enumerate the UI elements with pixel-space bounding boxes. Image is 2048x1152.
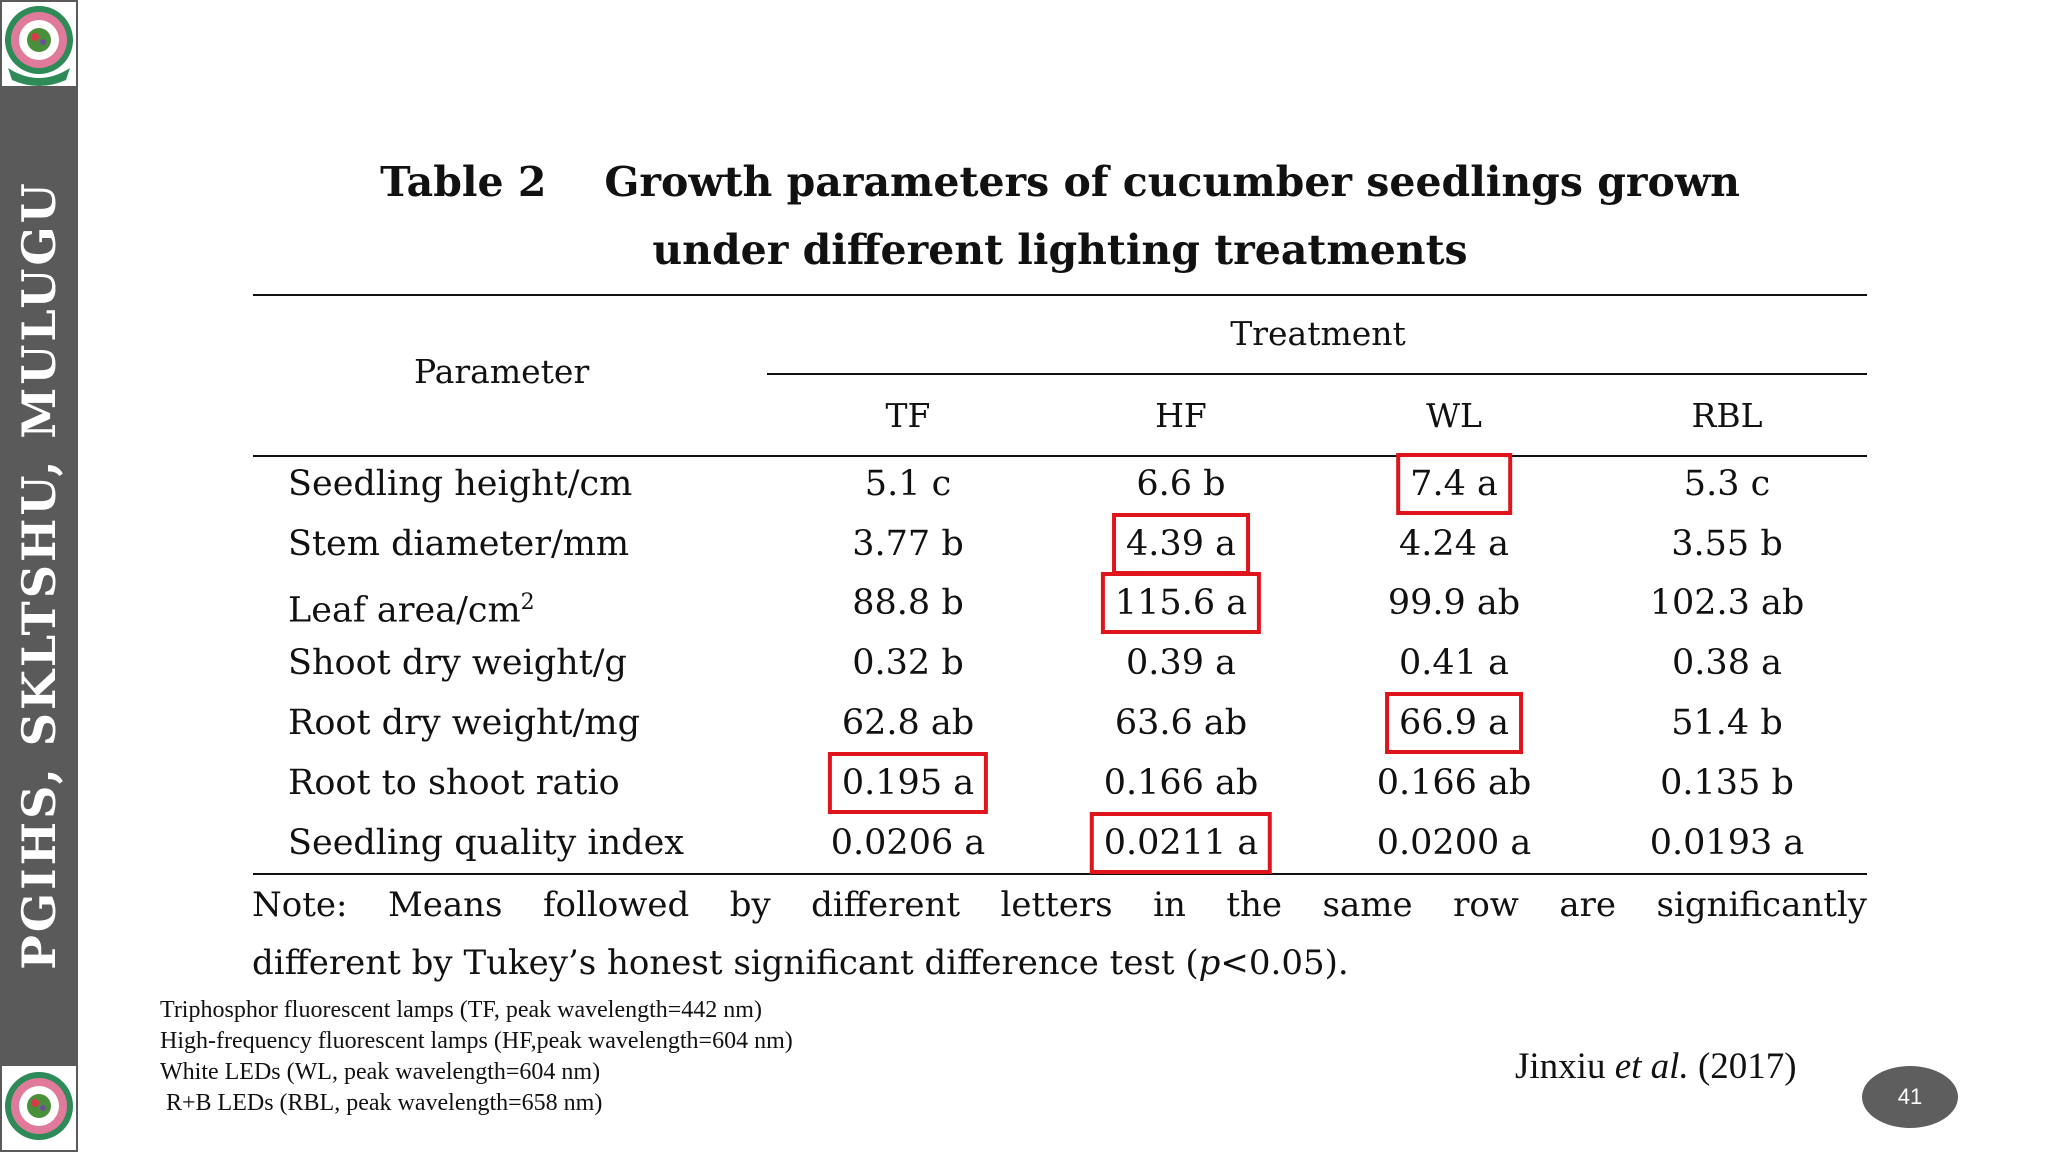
university-emblem-icon — [2, 1066, 76, 1150]
table-title-line-2: under different lighting treatments — [652, 226, 1468, 274]
row-label-text: Leaf area/cm — [288, 590, 521, 631]
table-cell: 88.8 b — [852, 583, 964, 623]
row-label: Root dry weight/mg — [288, 694, 640, 752]
highlighted-cell: 0.195 a — [827, 752, 989, 814]
citation: Jinxiu et al. (2017) — [1515, 1045, 1797, 1088]
table-cell: 0.41 a — [1399, 643, 1509, 683]
row-label-text: Shoot dry weight/g — [288, 643, 627, 683]
table-row: Root to shoot ratio 0.195 a 0.166 ab 0.166 … — [250, 752, 1870, 814]
table-cell: 0.0200 a — [1376, 823, 1532, 863]
legend-item-rbl: R+B LEDs (RBL, peak wavelength=658 nm) — [160, 1090, 603, 1116]
legend-item-tf: Triphosphor fluorescent lamps (TF, peak … — [160, 997, 762, 1023]
row-label-text: Root to shoot ratio — [288, 763, 620, 803]
note-word: letters — [1000, 885, 1113, 925]
table-cell: 0.39 a — [1126, 643, 1236, 683]
table-cell: 62.8 ab — [841, 703, 975, 743]
table-cell: 5.1 c — [864, 464, 952, 504]
legend-item-wl: White LEDs (WL, peak wavelength=604 nm) — [160, 1059, 601, 1085]
note-line-2: different by Tukey’s honest significant … — [252, 934, 1867, 992]
highlighted-cell: 7.4 a — [1396, 453, 1512, 515]
row-label: Seedling quality index — [288, 814, 684, 872]
note-word: different — [811, 885, 961, 925]
column-header-rbl: RBL — [1691, 396, 1763, 435]
note-text: different by Tukey’s honest significant … — [252, 943, 1199, 983]
note-word: row — [1453, 885, 1519, 925]
citation-author: Jinxiu — [1515, 1046, 1615, 1087]
bottom-rule — [253, 873, 1867, 875]
row-label-text: Stem diameter/mm — [288, 524, 630, 564]
row-label: Seedling height/cm — [288, 455, 632, 513]
row-label-text: Seedling quality index — [288, 823, 685, 863]
row-label-text: Root dry weight/mg — [288, 703, 640, 743]
table-row: Leaf area/cm2 88.8 b 115.6 a 99.9 ab 102.3 a… — [250, 572, 1870, 634]
note-line-1: Note: Means followed by different letters in th… — [252, 876, 1867, 934]
note-word: are — [1559, 885, 1617, 925]
note-word: followed — [542, 885, 690, 925]
table-note: Note: Means followed by different letters in th… — [252, 876, 1867, 992]
citation-etal: et al. — [1614, 1046, 1689, 1087]
note-word: in — [1153, 885, 1186, 925]
note-p-symbol: p — [1198, 943, 1221, 983]
table-cell: 102.3 ab — [1649, 583, 1805, 623]
highlighted-cell: 4.39 a — [1112, 513, 1250, 575]
table-number: Table 2 — [380, 158, 547, 206]
note-word: the — [1226, 885, 1283, 925]
table-cell: 0.38 a — [1672, 643, 1782, 683]
note-word: by — [729, 885, 771, 925]
row-label-text: Seedling height/cm — [288, 464, 633, 504]
table-row: Seedling quality index 0.0206 a 0.0211 a 0.… — [250, 812, 1870, 874]
parameter-header: Parameter — [414, 352, 590, 391]
column-header-hf: HF — [1155, 396, 1207, 435]
table-row: Root dry weight/mg 62.8 ab 63.6 ab 66.9 a 51… — [250, 692, 1870, 754]
top-rule — [253, 294, 1867, 296]
row-label: Stem diameter/mm — [288, 515, 629, 573]
note-word: same — [1322, 885, 1413, 925]
column-header-tf: TF — [885, 396, 931, 435]
table-cell: 3.55 b — [1671, 524, 1783, 564]
note-word: Means — [387, 885, 503, 925]
table-cell: 4.24 a — [1399, 524, 1509, 564]
legend-item-hf: High-frequency fluorescent lamps (HF,pea… — [160, 1028, 793, 1054]
table-cell: 0.135 b — [1660, 763, 1794, 803]
table-title: Table 2 Growth parameters of cucumber see… — [250, 148, 1870, 284]
treatment-legend: Triphosphor fluorescent lamps (TF, peak … — [160, 995, 793, 1119]
highlighted-cell: 115.6 a — [1100, 572, 1262, 634]
citation-year: (2017) — [1688, 1046, 1797, 1087]
table-cell: 0.32 b — [852, 643, 964, 683]
table-row: Shoot dry weight/g 0.32 b 0.39 a 0.41 a 0.38… — [250, 634, 1870, 692]
table-row: Seedling height/cm 5.1 c 6.6 b 7.4 a 5.3 c — [250, 453, 1870, 515]
table-cell: 6.6 b — [1136, 464, 1226, 504]
note-word: Note: — [252, 885, 348, 925]
row-label: Shoot dry weight/g — [288, 634, 627, 692]
table-cell: 0.0206 a — [830, 823, 986, 863]
table-cell: 0.166 ab — [1376, 763, 1532, 803]
treatment-header: Treatment — [1230, 314, 1406, 353]
table-cell: 0.0193 a — [1649, 823, 1805, 863]
sidebar-institution-text: PGIHS, SKLTSHU, MULUGU — [12, 180, 66, 970]
table-cell: 51.4 b — [1671, 703, 1783, 743]
note-word: significantly — [1656, 885, 1868, 925]
table-cell: 3.77 b — [852, 524, 964, 564]
table-cell: 5.3 c — [1683, 464, 1771, 504]
page-number-badge: 41 — [1862, 1066, 1958, 1128]
column-header-wl: WL — [1426, 396, 1482, 435]
table-cell: 63.6 ab — [1114, 703, 1248, 743]
row-label: Root to shoot ratio — [288, 754, 620, 812]
table-cell: 0.166 ab — [1103, 763, 1259, 803]
highlighted-cell: 66.9 a — [1385, 692, 1523, 754]
row-label: Leaf area/cm2 — [288, 574, 535, 640]
note-threshold: <0.05). — [1220, 943, 1349, 983]
university-emblem-icon — [2, 2, 76, 86]
table-cell: 99.9 ab — [1387, 583, 1521, 623]
highlighted-cell: 0.0211 a — [1089, 812, 1273, 874]
header-rule — [253, 455, 1867, 457]
table-row: Stem diameter/mm 3.77 b 4.39 a 4.24 a 3.55 b — [250, 513, 1870, 575]
row-label-superscript: 2 — [520, 590, 535, 615]
table-title-line-1: Growth parameters of cucumber seedlings … — [604, 158, 1740, 206]
treatment-rule — [767, 373, 1867, 375]
sidebar: PGIHS, SKLTSHU, MULUGU — [0, 0, 78, 1152]
